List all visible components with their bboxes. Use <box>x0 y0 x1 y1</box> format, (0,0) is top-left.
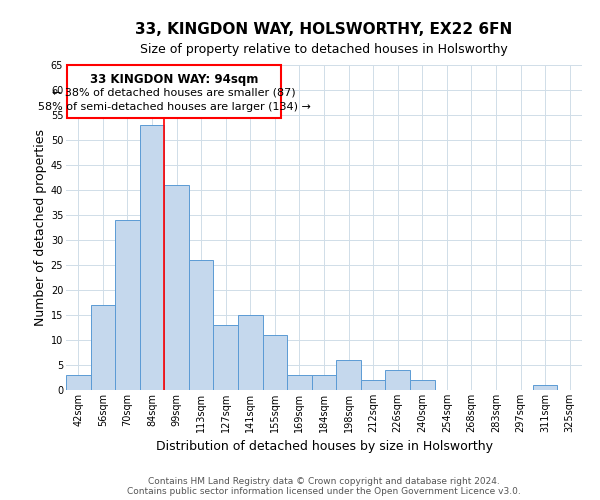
Bar <box>214 325 238 390</box>
Bar <box>66 375 91 390</box>
Bar <box>410 380 434 390</box>
Bar <box>140 125 164 390</box>
Y-axis label: Number of detached properties: Number of detached properties <box>34 129 47 326</box>
Text: 33 KINGDON WAY: 94sqm: 33 KINGDON WAY: 94sqm <box>90 72 259 86</box>
Bar <box>115 220 140 390</box>
Bar <box>189 260 214 390</box>
Text: Size of property relative to detached houses in Holsworthy: Size of property relative to detached ho… <box>140 42 508 56</box>
Text: Contains HM Land Registry data © Crown copyright and database right 2024.: Contains HM Land Registry data © Crown c… <box>148 478 500 486</box>
Bar <box>336 360 361 390</box>
Bar <box>287 375 312 390</box>
Bar <box>263 335 287 390</box>
X-axis label: Distribution of detached houses by size in Holsworthy: Distribution of detached houses by size … <box>155 440 493 454</box>
Text: 33, KINGDON WAY, HOLSWORTHY, EX22 6FN: 33, KINGDON WAY, HOLSWORTHY, EX22 6FN <box>136 22 512 38</box>
Text: Contains public sector information licensed under the Open Government Licence v3: Contains public sector information licen… <box>127 488 521 496</box>
Bar <box>164 185 189 390</box>
Bar <box>385 370 410 390</box>
Text: 58% of semi-detached houses are larger (134) →: 58% of semi-detached houses are larger (… <box>38 102 311 113</box>
Bar <box>533 385 557 390</box>
Bar <box>361 380 385 390</box>
Text: ← 38% of detached houses are smaller (87): ← 38% of detached houses are smaller (87… <box>52 88 296 98</box>
Bar <box>91 305 115 390</box>
Bar <box>238 315 263 390</box>
FancyBboxPatch shape <box>67 65 281 118</box>
Bar <box>312 375 336 390</box>
